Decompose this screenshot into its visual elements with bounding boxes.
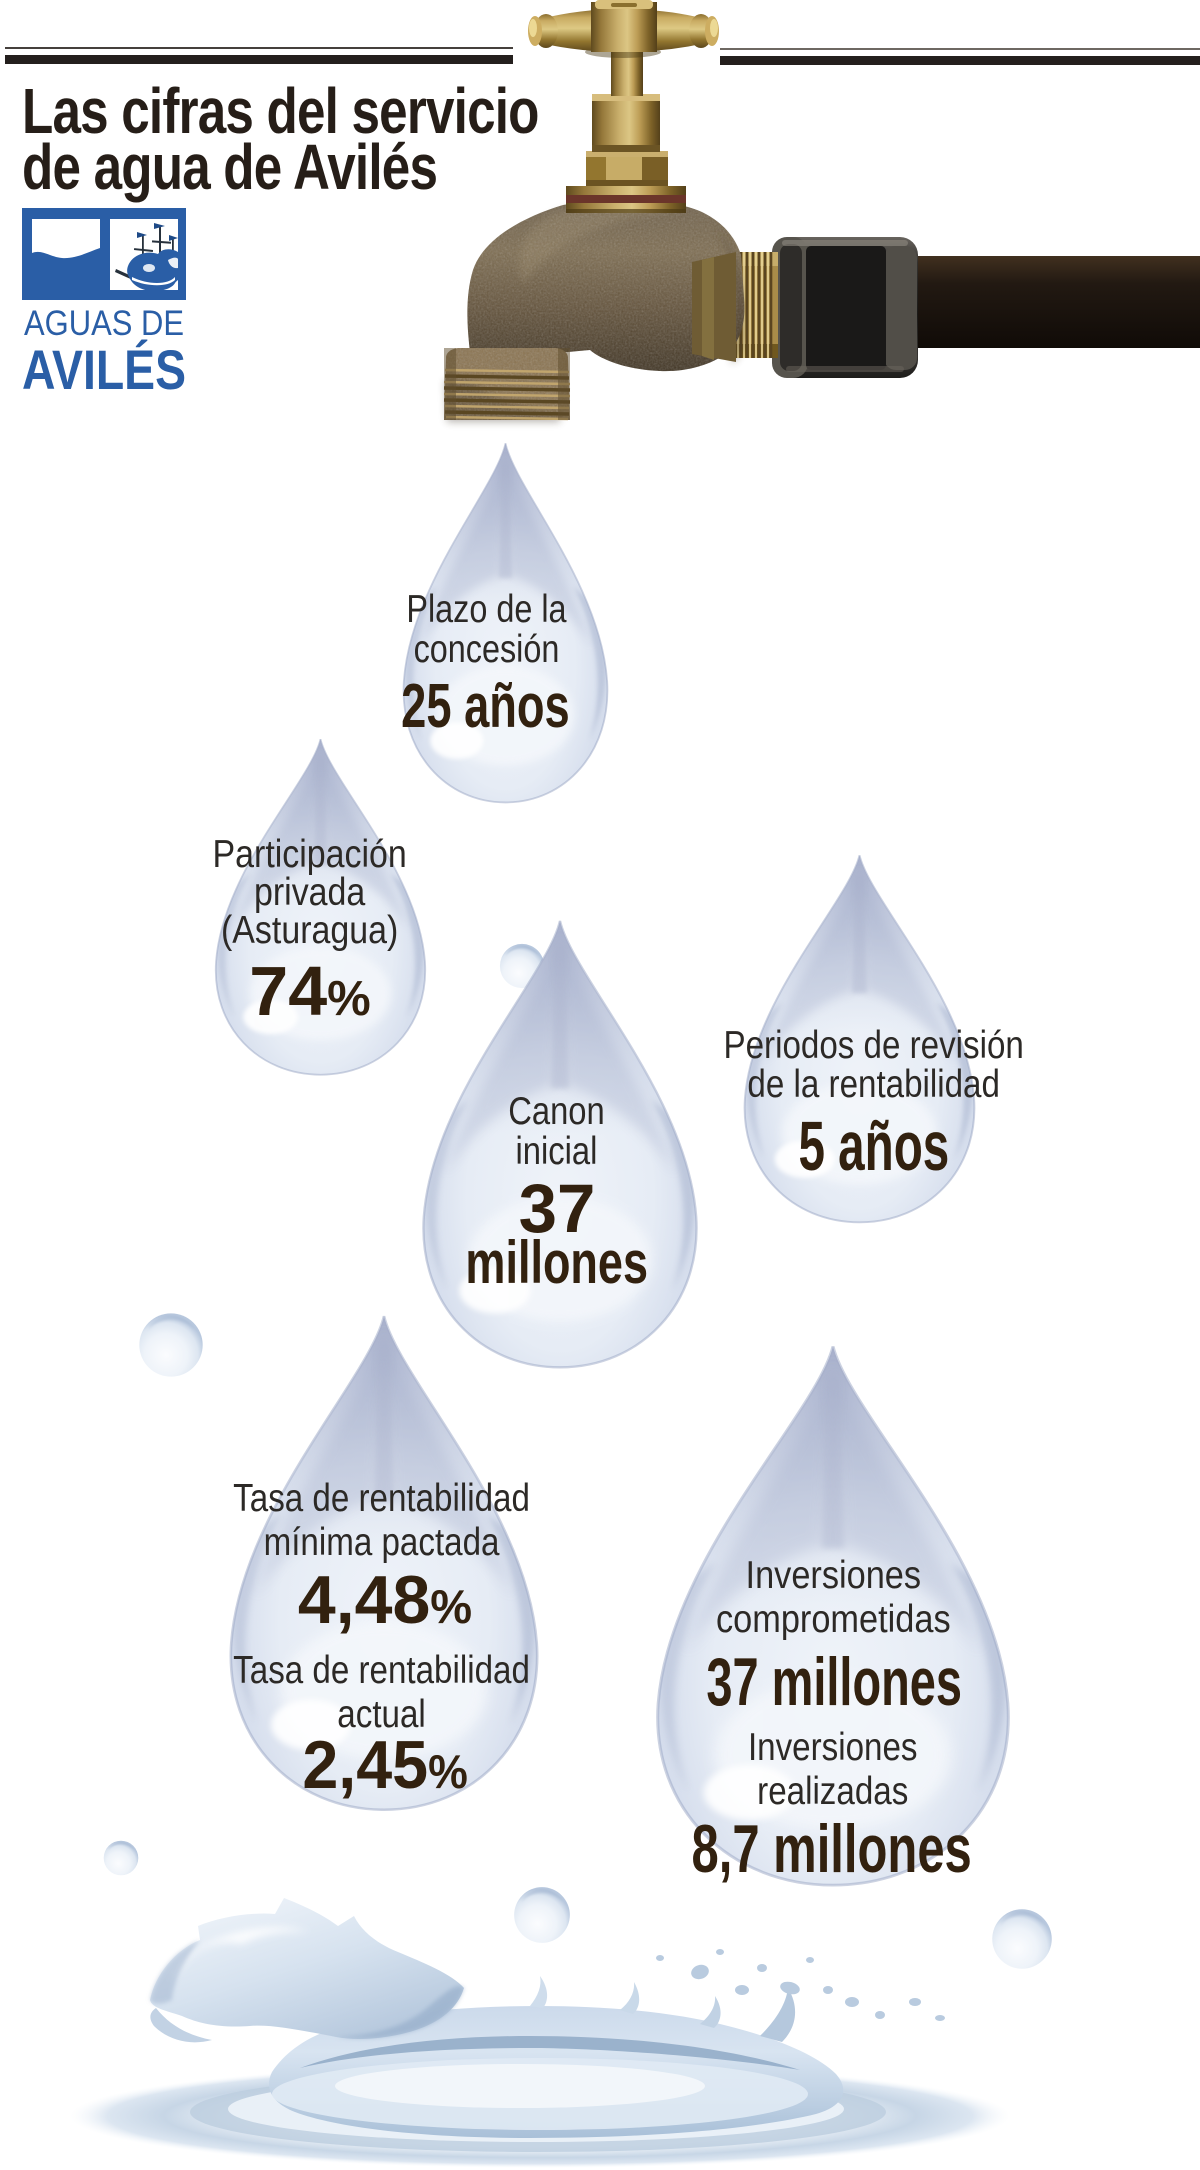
svg-text:AVILÉS: AVILÉS: [22, 338, 186, 394]
svg-text:AGUAS DE: AGUAS DE: [24, 304, 184, 343]
